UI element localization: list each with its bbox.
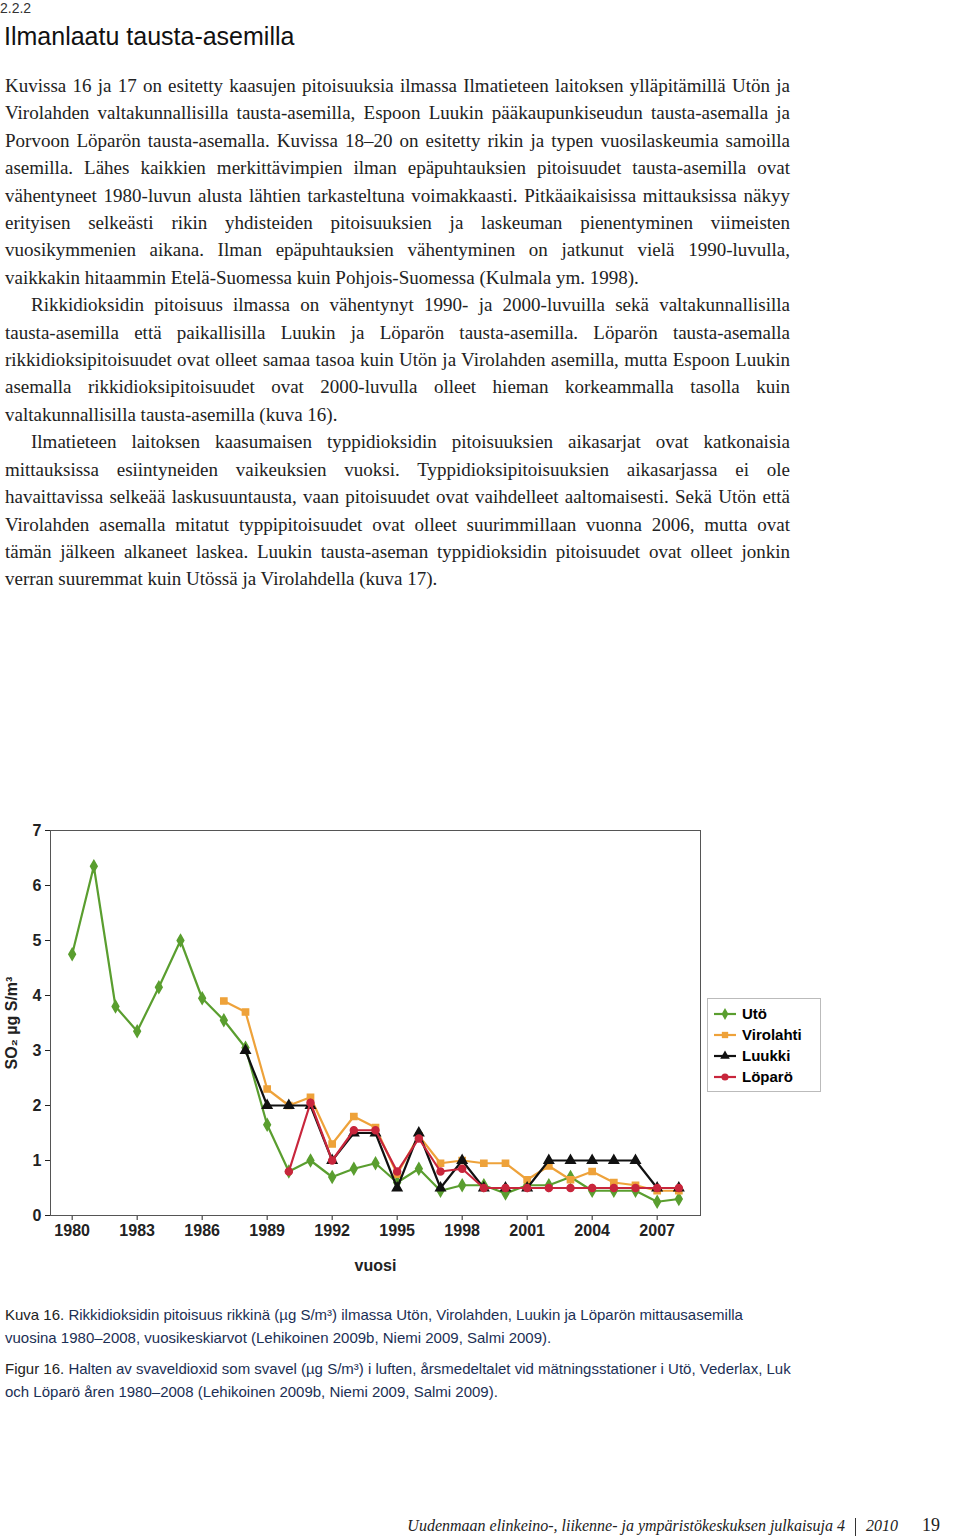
svg-text:vuosi: vuosi [355, 1257, 397, 1274]
svg-text:4: 4 [33, 987, 42, 1004]
svg-text:2007: 2007 [639, 1222, 675, 1239]
svg-text:1: 1 [33, 1152, 42, 1169]
svg-text:1986: 1986 [184, 1222, 220, 1239]
html-text:2.2.2: 2.2.2 [0, 0, 32, 16]
svg-text:3: 3 [33, 1042, 42, 1059]
html-text:Virolahti: Virolahti [742, 1026, 802, 1043]
svg-text:1992: 1992 [314, 1222, 350, 1239]
html-text:Ilmatieteen laitoksen kaasumai: Ilmatieteen laitoksen kaasumaisen typpid… [5, 431, 790, 590]
html-text:Luukki: Luukki [742, 1047, 791, 1064]
html-text:Rikkidioksidin pitoisuus ilmas: Rikkidioksidin pitoisuus ilmassa on vähe… [5, 294, 790, 425]
svg-text:5: 5 [33, 932, 42, 949]
html-text:Ilmanlaatu tausta-asemilla: Ilmanlaatu tausta-asemilla [4, 22, 295, 50]
svg-text:6: 6 [33, 877, 42, 894]
html-text:2010: 2010 [866, 1517, 898, 1534]
svg-text:7: 7 [33, 822, 42, 839]
svg-text:1998: 1998 [444, 1222, 480, 1239]
svg-text:2001: 2001 [509, 1222, 545, 1239]
svg-text:0: 0 [33, 1207, 42, 1224]
svg-text:1995: 1995 [379, 1222, 415, 1239]
html-text:Uudenmaan elinkeino-, liikenne: Uudenmaan elinkeino-, liikenne- ja ympär… [407, 1517, 845, 1534]
svg-text:SO₂ µg S/m³: SO₂ µg S/m³ [3, 977, 20, 1070]
html-text:Utö: Utö [742, 1005, 767, 1022]
svg-text:1980: 1980 [54, 1222, 90, 1239]
html-text:Figur 16. Halten av svaveldiox: Figur 16. Halten av svaveldioxid som sva… [5, 1360, 791, 1400]
svg-text:1989: 1989 [249, 1222, 285, 1239]
html-text:19: 19 [922, 1515, 940, 1535]
html-text:Kuvissa 16 ja 17 on esitetty k: Kuvissa 16 ja 17 on esitetty kaasujen pi… [5, 75, 790, 288]
html-text:Kuva 16. Rikkidioksidin pitois: Kuva 16. Rikkidioksidin pitoisuus rikkin… [5, 1306, 743, 1346]
svg-text:2: 2 [33, 1097, 42, 1114]
html-text:Löparö: Löparö [742, 1068, 793, 1085]
svg-text:1983: 1983 [119, 1222, 155, 1239]
svg-text:2004: 2004 [574, 1222, 610, 1239]
